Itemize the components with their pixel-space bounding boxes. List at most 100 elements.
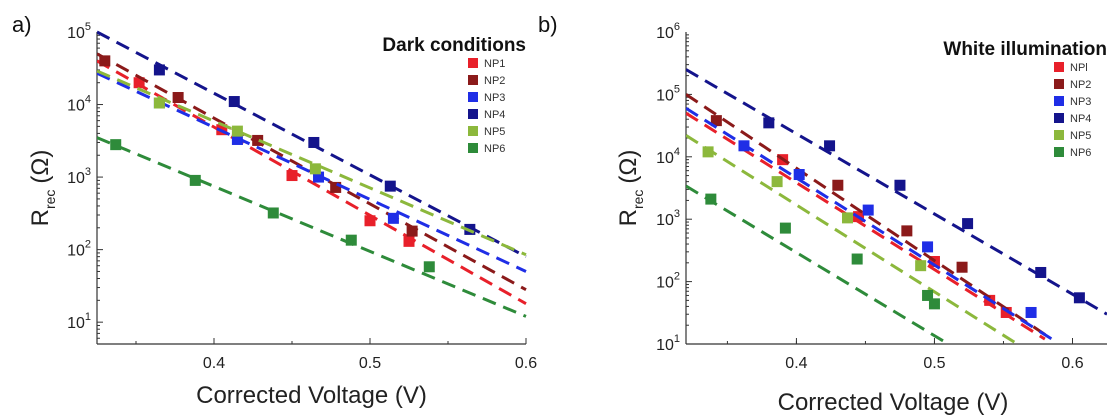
chart-panel-1: a) 101 102 103 104 105 0.4 0.5 0.6 Corrected Volt… [12, 12, 537, 409]
x-tick-label: 0.5 [923, 355, 945, 372]
legend-marker-np3 [1054, 96, 1064, 106]
data-point-np4 [228, 96, 240, 108]
y-tick-label: 104 [67, 94, 91, 115]
y-tick-label: 101 [67, 311, 91, 332]
y-tick-label: 102 [67, 239, 91, 260]
legend-label: NP3 [1070, 96, 1091, 108]
data-point-np6 [267, 207, 279, 219]
data-point-np5 [771, 176, 783, 188]
data-point-np1 [133, 77, 145, 89]
data-point-np6 [922, 289, 934, 301]
data-point-np3 [231, 133, 243, 145]
data-point-npl [1000, 306, 1012, 318]
legend-label: NP6 [1070, 147, 1091, 159]
x-tick-label: 0.4 [785, 355, 807, 372]
data-point-np4 [1035, 266, 1047, 278]
data-point-np4 [308, 136, 320, 148]
x-axis-label: Corrected Voltage (V) [196, 382, 427, 409]
data-point-np6 [345, 234, 357, 246]
data-point-np1 [364, 215, 376, 227]
data-point-np6 [110, 139, 122, 151]
data-point-np6 [705, 193, 717, 205]
plot-area [686, 68, 1107, 344]
legend-marker-np4 [468, 109, 478, 119]
legend-label: NP5 [484, 126, 505, 138]
y-axis-label: Rrec(Ω) [27, 150, 58, 227]
legend-marker-np2 [1054, 79, 1064, 89]
data-point-np5 [153, 97, 165, 109]
data-point-np5 [309, 163, 321, 175]
data-point-np2 [710, 115, 722, 127]
legend-marker-np5 [468, 126, 478, 136]
x-axis-label: Corrected Voltage (V) [778, 389, 1009, 416]
legend-label: NP1 [484, 58, 505, 70]
legend-label: NP5 [1070, 130, 1091, 142]
data-point-np3 [862, 204, 874, 216]
data-point-np4 [153, 64, 165, 76]
x-tick-label: 0.5 [359, 355, 381, 372]
data-point-np3 [738, 140, 750, 152]
panel-label: a) [12, 12, 32, 37]
data-point-np4 [763, 117, 775, 129]
data-point-np6 [189, 174, 201, 186]
data-point-np2 [252, 134, 264, 146]
data-point-np2 [172, 92, 184, 104]
y-tick-label: 106 [656, 21, 680, 42]
legend-marker-np2 [468, 75, 478, 85]
y-tick-label: 101 [656, 333, 680, 354]
data-point-np3 [793, 169, 805, 181]
data-point-np5 [702, 146, 714, 158]
data-point-np2 [956, 261, 968, 273]
data-point-np4 [824, 140, 836, 152]
chart-panel-2: b) 101 102 103 104 105 106 0.4 0.5 0.6 Corrected V… [538, 12, 1107, 416]
data-point-np2 [406, 225, 418, 237]
data-point-np6 [851, 253, 863, 265]
legend-title: White illumination [943, 39, 1107, 60]
x-tick-label: 0.6 [1061, 355, 1083, 372]
legend-marker-np3 [468, 92, 478, 102]
data-point-np1 [403, 235, 415, 247]
y-tick-label: 102 [656, 271, 680, 292]
legend-marker-np6 [468, 143, 478, 153]
data-point-np1 [286, 170, 298, 182]
data-point-np5 [841, 212, 853, 224]
legend-title: Dark conditions [382, 35, 526, 56]
data-point-np4 [384, 180, 396, 192]
fit-line-np5 [97, 69, 527, 257]
y-tick-label: 105 [656, 83, 680, 104]
y-tick-label: 104 [656, 146, 680, 167]
data-point-np2 [330, 181, 342, 193]
data-point-np2 [901, 225, 913, 237]
panel-label: b) [538, 12, 558, 37]
data-point-np4 [962, 218, 974, 230]
x-tick-label: 0.4 [203, 355, 225, 372]
legend-marker-np5 [1054, 130, 1064, 140]
fit-line-np6 [686, 184, 950, 344]
y-tick-label: 105 [67, 21, 91, 42]
legend-label: NP4 [484, 109, 505, 121]
legend-label: NPl [1070, 62, 1088, 74]
legend-label: NP2 [484, 75, 505, 87]
fit-line-np6 [97, 136, 527, 318]
data-point-np4 [1073, 292, 1085, 304]
fit-line-np2 [686, 93, 1053, 341]
data-point-np6 [423, 261, 435, 273]
data-point-np6 [928, 298, 940, 310]
fit-line-np1 [97, 59, 527, 305]
fit-line-np5 [686, 134, 1019, 344]
legend-marker-np1 [468, 58, 478, 68]
data-point-np6 [779, 222, 791, 234]
legend-marker-npl [1054, 62, 1064, 72]
x-tick-label: 0.6 [515, 355, 537, 372]
legend-label: NP6 [484, 143, 505, 155]
legend-marker-np6 [1054, 147, 1064, 157]
data-point-np3 [387, 212, 399, 224]
data-point-np5 [231, 125, 243, 137]
y-tick-label: 103 [67, 166, 91, 187]
fit-line-np3 [97, 71, 527, 273]
data-point-np2 [832, 179, 844, 191]
data-point-np3 [313, 171, 325, 183]
data-point-np5 [915, 260, 927, 272]
data-point-np2 [99, 55, 111, 67]
